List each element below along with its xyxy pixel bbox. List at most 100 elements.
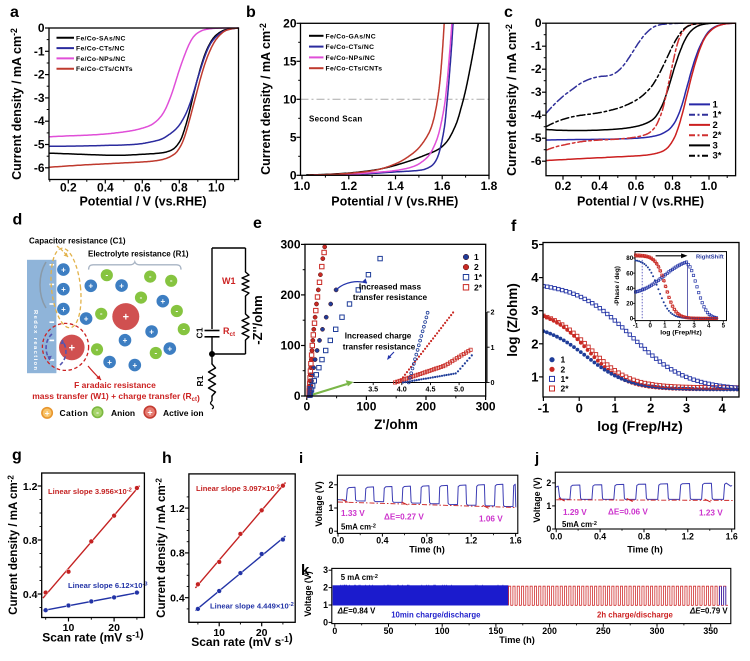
svg-text:Voltage (V): Voltage (V) <box>303 571 313 616</box>
svg-text:0.8: 0.8 <box>171 181 188 195</box>
svg-text:R1: R1 <box>195 375 205 386</box>
svg-text:-: - <box>96 407 99 417</box>
svg-text:5.0: 5.0 <box>454 385 464 394</box>
svg-text:1.2: 1.2 <box>340 179 357 193</box>
svg-text:4.0: 4.0 <box>397 385 407 394</box>
svg-text:300: 300 <box>280 237 300 251</box>
svg-text:f: f <box>511 218 517 235</box>
svg-text:-6: -6 <box>34 161 45 175</box>
svg-text:60: 60 <box>626 270 633 277</box>
svg-text:1.2: 1.2 <box>170 503 185 515</box>
svg-text:0: 0 <box>630 316 634 323</box>
svg-text:Linear slope 4.449×10-2: Linear slope 4.449×10-2 <box>210 602 294 611</box>
svg-text:20: 20 <box>626 301 633 308</box>
svg-text:1.6: 1.6 <box>434 179 451 193</box>
svg-text:0.8: 0.8 <box>170 548 185 560</box>
svg-text:Time (h): Time (h) <box>627 545 663 555</box>
svg-text:Voltage (V): Voltage (V) <box>314 481 324 526</box>
svg-text:0.2: 0.2 <box>60 181 77 195</box>
svg-text:1.8: 1.8 <box>481 179 498 193</box>
svg-text:2: 2 <box>647 401 654 416</box>
svg-text:i: i <box>299 450 303 467</box>
svg-text:e: e <box>253 215 262 232</box>
svg-text:Fe/Co-GAs/NC: Fe/Co-GAs/NC <box>326 33 376 40</box>
svg-text:1: 1 <box>546 501 551 511</box>
svg-text:+: + <box>123 336 128 345</box>
svg-text:0.0: 0.0 <box>332 536 344 546</box>
svg-text:2: 2 <box>561 364 566 374</box>
svg-text:2*: 2* <box>474 282 483 292</box>
svg-text:4: 4 <box>531 270 539 285</box>
svg-text:Time (h): Time (h) <box>409 545 445 555</box>
svg-text:80: 80 <box>626 255 633 262</box>
svg-text:ΔE=0.27 V: ΔE=0.27 V <box>384 513 424 522</box>
svg-text:15: 15 <box>283 54 297 68</box>
svg-text:+: + <box>88 282 93 291</box>
svg-text:0: 0 <box>535 16 542 30</box>
svg-text:100: 100 <box>435 626 450 636</box>
svg-text:0.4: 0.4 <box>97 181 114 195</box>
svg-text:C1: C1 <box>195 327 205 338</box>
svg-text:5: 5 <box>290 130 297 144</box>
svg-text:2: 2 <box>328 480 333 490</box>
svg-text:d: d <box>13 212 23 229</box>
svg-text:Fe/Co-CTs/CNTs: Fe/Co-CTs/CNTs <box>326 66 383 73</box>
svg-text:0.4: 0.4 <box>170 593 185 605</box>
svg-text:-: - <box>140 293 143 302</box>
svg-text:1: 1 <box>663 323 667 330</box>
svg-text:Active ion: Active ion <box>163 408 204 418</box>
svg-text:1: 1 <box>328 503 333 513</box>
svg-text:+: + <box>167 345 172 354</box>
svg-text:5mA cm-2: 5mA cm-2 <box>341 523 376 532</box>
svg-text:1.2: 1.2 <box>23 481 38 493</box>
svg-text:-3: -3 <box>34 91 45 105</box>
svg-text:200: 200 <box>280 288 300 302</box>
svg-text:300: 300 <box>650 626 665 636</box>
svg-text:0.6: 0.6 <box>628 179 645 193</box>
svg-text:Potential / V (vs.RHE): Potential / V (vs.RHE) <box>331 195 458 209</box>
svg-text:-5: -5 <box>34 138 45 152</box>
svg-text:0.4: 0.4 <box>376 536 388 546</box>
svg-text:Fe/Co-CTs/NC: Fe/Co-CTs/NC <box>76 46 125 53</box>
svg-text:c: c <box>504 4 513 21</box>
svg-text:2h charge/discharge: 2h charge/discharge <box>597 611 673 620</box>
svg-text:-1: -1 <box>34 44 45 58</box>
svg-text:0: 0 <box>328 526 333 536</box>
svg-text:+: + <box>61 285 66 294</box>
svg-text:1.0: 1.0 <box>701 179 718 193</box>
svg-text:Potential / V (vs.RHE): Potential / V (vs.RHE) <box>577 195 704 209</box>
svg-text:0: 0 <box>38 21 45 35</box>
svg-text:1.6: 1.6 <box>509 536 521 546</box>
svg-text:RightShift: RightShift <box>696 254 724 260</box>
svg-text:1*: 1* <box>561 374 570 384</box>
svg-text:3: 3 <box>531 303 538 318</box>
svg-text:1: 1 <box>713 99 719 110</box>
svg-text:+: + <box>45 408 50 418</box>
svg-text:1.33 V: 1.33 V <box>341 509 365 518</box>
svg-text:ΔE=0.79 V: ΔE=0.79 V <box>689 607 728 616</box>
svg-text:-1: -1 <box>633 323 639 330</box>
svg-text:Redox reaction: Redox reaction <box>32 310 38 371</box>
svg-text:Anion: Anion <box>111 408 135 418</box>
svg-text:Current density / mA cm-2: Current density / mA cm-2 <box>6 475 20 615</box>
svg-text:-6: -6 <box>531 154 542 168</box>
svg-text:Linear slope 3.956×10-2: Linear slope 3.956×10-2 <box>48 487 132 496</box>
svg-text:ΔE=0.84 V: ΔE=0.84 V <box>337 607 376 616</box>
svg-text:-: - <box>175 306 178 315</box>
svg-text:Fe/Co-SAs/NC: Fe/Co-SAs/NC <box>76 35 126 42</box>
svg-text:3: 3 <box>683 401 690 416</box>
svg-text:log (Frep/Hz): log (Frep/Hz) <box>597 418 683 434</box>
svg-text:Second Scan: Second Scan <box>309 115 363 124</box>
svg-text:b: b <box>246 4 256 21</box>
svg-text:-5: -5 <box>531 131 542 145</box>
svg-text:1.2: 1.2 <box>465 536 477 546</box>
svg-text:0: 0 <box>294 389 301 403</box>
svg-text:log (Z/ohm): log (Z/ohm) <box>505 283 520 356</box>
svg-text:ΔE=0.06 V: ΔE=0.06 V <box>608 508 648 517</box>
svg-text:-2: -2 <box>531 62 542 76</box>
svg-text:Current density / mA cm-2: Current density / mA cm-2 <box>504 24 519 176</box>
svg-text:3: 3 <box>692 323 696 330</box>
svg-text:-: - <box>96 345 99 354</box>
svg-text:log (Frep/Hz): log (Frep/Hz) <box>660 330 702 337</box>
svg-text:1: 1 <box>474 252 479 262</box>
